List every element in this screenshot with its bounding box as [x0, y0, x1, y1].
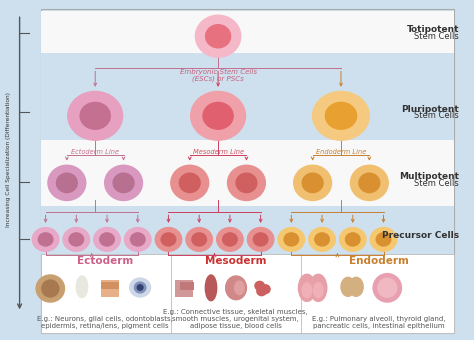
Ellipse shape	[217, 227, 243, 251]
Ellipse shape	[253, 233, 268, 246]
Ellipse shape	[192, 233, 207, 246]
Ellipse shape	[223, 233, 237, 246]
Ellipse shape	[302, 283, 312, 298]
Ellipse shape	[130, 233, 145, 246]
Ellipse shape	[38, 233, 53, 246]
Ellipse shape	[313, 91, 369, 140]
Text: Multipotent: Multipotent	[399, 172, 459, 181]
Ellipse shape	[171, 165, 209, 201]
Ellipse shape	[261, 285, 270, 294]
Ellipse shape	[100, 233, 114, 246]
FancyBboxPatch shape	[41, 53, 455, 139]
Ellipse shape	[155, 227, 182, 251]
Ellipse shape	[302, 173, 323, 192]
Ellipse shape	[314, 283, 323, 298]
Ellipse shape	[278, 227, 305, 251]
Ellipse shape	[299, 274, 316, 301]
Text: Mesoderm: Mesoderm	[205, 256, 266, 266]
Text: Ectoderm: Ectoderm	[76, 256, 133, 266]
Ellipse shape	[378, 278, 397, 297]
Ellipse shape	[315, 233, 329, 246]
FancyBboxPatch shape	[41, 9, 455, 333]
Ellipse shape	[350, 165, 388, 201]
Ellipse shape	[376, 233, 391, 246]
FancyBboxPatch shape	[101, 282, 119, 289]
Ellipse shape	[236, 173, 257, 192]
Ellipse shape	[130, 278, 151, 297]
Ellipse shape	[309, 227, 335, 251]
Text: Endoderm Line: Endoderm Line	[316, 149, 366, 155]
Text: Mesoderm Line: Mesoderm Line	[192, 149, 244, 155]
FancyBboxPatch shape	[101, 280, 119, 297]
Text: Stem Cells: Stem Cells	[414, 111, 459, 120]
FancyBboxPatch shape	[41, 11, 455, 53]
Ellipse shape	[339, 227, 366, 251]
Ellipse shape	[349, 277, 363, 296]
Ellipse shape	[94, 227, 120, 251]
Ellipse shape	[346, 233, 360, 246]
Text: Totipotent: Totipotent	[407, 25, 459, 34]
Ellipse shape	[76, 276, 88, 298]
Ellipse shape	[179, 173, 200, 192]
FancyBboxPatch shape	[180, 282, 194, 290]
Ellipse shape	[56, 173, 77, 192]
Ellipse shape	[68, 91, 123, 140]
Ellipse shape	[135, 282, 146, 293]
Ellipse shape	[42, 280, 59, 297]
FancyBboxPatch shape	[175, 280, 193, 297]
Ellipse shape	[228, 165, 265, 201]
Ellipse shape	[63, 227, 90, 251]
Ellipse shape	[125, 227, 151, 251]
Ellipse shape	[359, 173, 380, 192]
Ellipse shape	[161, 233, 176, 246]
FancyBboxPatch shape	[41, 254, 455, 333]
Text: E.g.: Neurons, glial cells, odontoblasts,
epidermis, retina/lens, pigment cells: E.g.: Neurons, glial cells, odontoblasts…	[36, 316, 173, 329]
Ellipse shape	[203, 102, 233, 129]
Text: Stem Cells: Stem Cells	[414, 32, 459, 41]
Text: Pluripotent: Pluripotent	[401, 105, 459, 114]
Text: Ectoderm Line: Ectoderm Line	[71, 149, 119, 155]
Ellipse shape	[105, 165, 143, 201]
Ellipse shape	[195, 15, 241, 57]
Text: Precursor Cells: Precursor Cells	[382, 231, 459, 239]
Ellipse shape	[32, 227, 59, 251]
Ellipse shape	[247, 227, 274, 251]
FancyBboxPatch shape	[41, 206, 455, 255]
Ellipse shape	[205, 275, 217, 301]
Ellipse shape	[69, 233, 83, 246]
Ellipse shape	[325, 102, 356, 129]
Ellipse shape	[370, 227, 397, 251]
Ellipse shape	[113, 173, 134, 192]
Text: Increasing Cell Specialization (Differentiation): Increasing Cell Specialization (Differen…	[6, 92, 11, 227]
Text: Endoderm: Endoderm	[349, 256, 409, 266]
Ellipse shape	[373, 274, 401, 302]
Ellipse shape	[191, 91, 246, 140]
Ellipse shape	[310, 274, 327, 301]
Text: E.g.: Pulmonary alveoli, thyroid gland,
pancreatic cells, intestinal epithelium: E.g.: Pulmonary alveoli, thyroid gland, …	[312, 316, 446, 329]
Ellipse shape	[80, 102, 110, 129]
Ellipse shape	[255, 282, 264, 290]
Ellipse shape	[226, 276, 246, 300]
Ellipse shape	[186, 227, 212, 251]
Ellipse shape	[235, 281, 244, 294]
Ellipse shape	[294, 165, 331, 201]
Ellipse shape	[36, 275, 64, 302]
Ellipse shape	[257, 287, 266, 295]
Ellipse shape	[206, 25, 230, 48]
Text: Embryonic Stem Cells
(ESCs) or PSCs: Embryonic Stem Cells (ESCs) or PSCs	[180, 68, 256, 82]
Ellipse shape	[284, 233, 299, 246]
Ellipse shape	[48, 165, 86, 201]
Text: Stem Cells: Stem Cells	[414, 179, 459, 188]
Ellipse shape	[341, 277, 355, 296]
Ellipse shape	[137, 285, 143, 290]
FancyBboxPatch shape	[41, 139, 455, 206]
Text: E.g.: Connective tissue, skeletal muscles,
smooth muscles, urogenital system,
ad: E.g.: Connective tissue, skeletal muscle…	[163, 309, 308, 329]
